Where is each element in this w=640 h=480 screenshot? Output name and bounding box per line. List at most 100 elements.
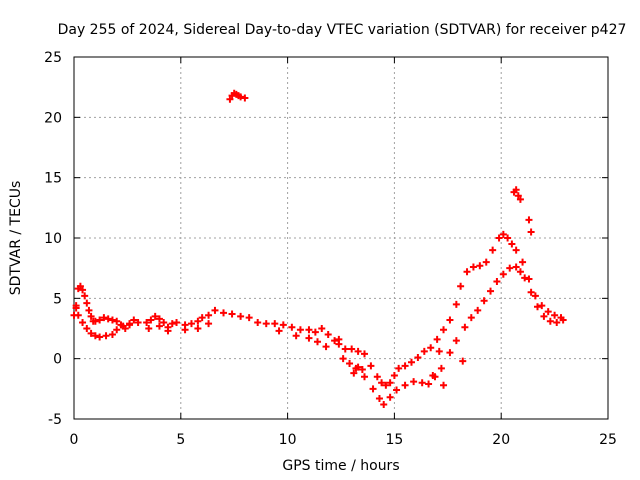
x-tick-label: 10 (279, 432, 297, 448)
data-markers (70, 89, 567, 409)
data-point (559, 316, 567, 324)
data-point (245, 314, 253, 322)
data-point (354, 363, 362, 371)
data-point (220, 309, 228, 317)
data-point (393, 386, 401, 394)
data-point (113, 317, 121, 325)
data-point (546, 317, 554, 325)
x-axis-label: GPS time / hours (282, 458, 399, 474)
data-point (155, 322, 163, 330)
x-tick-label: 0 (70, 432, 79, 448)
y-tick-label: 5 (53, 291, 62, 307)
data-point (102, 332, 110, 340)
data-point (495, 234, 503, 242)
data-point (96, 333, 104, 341)
data-point (407, 358, 415, 366)
data-point (474, 306, 482, 314)
data-point (205, 311, 213, 319)
data-point (262, 320, 270, 328)
data-point (151, 312, 159, 320)
data-point (487, 287, 495, 295)
y-tick-label: 10 (44, 231, 62, 247)
data-point (181, 326, 189, 334)
data-point (160, 318, 168, 326)
data-point (435, 347, 443, 355)
data-point (452, 300, 460, 308)
data-point (226, 95, 234, 103)
data-point (386, 379, 394, 387)
x-tick-label: 5 (176, 432, 185, 448)
data-point (551, 311, 559, 319)
data-point (401, 362, 409, 370)
data-point (527, 228, 535, 236)
data-point (83, 325, 91, 332)
data-point (540, 312, 548, 320)
data-point (79, 286, 87, 294)
data-point (452, 337, 460, 345)
data-point (130, 316, 138, 324)
y-tick-label: 0 (53, 352, 62, 368)
y-tick-label: 20 (44, 110, 62, 126)
data-point (446, 316, 454, 324)
data-point (367, 362, 375, 370)
y-tick-label: 25 (44, 50, 62, 66)
data-point (469, 263, 477, 271)
x-tick-label: 25 (599, 432, 617, 448)
data-point (76, 282, 84, 290)
data-point (508, 240, 516, 248)
data-point (499, 230, 507, 238)
data-point (360, 350, 368, 358)
data-point (228, 310, 236, 318)
data-point (544, 308, 552, 316)
data-point (414, 353, 422, 361)
data-point (119, 322, 127, 330)
data-point (516, 195, 524, 203)
data-point (108, 331, 116, 339)
data-point (83, 299, 91, 307)
data-point (519, 258, 527, 266)
x-tick-label: 20 (492, 432, 510, 448)
data-point (437, 364, 445, 372)
data-point (87, 329, 95, 337)
data-point (275, 327, 283, 335)
data-point (96, 316, 104, 324)
data-point (514, 192, 522, 200)
data-point (521, 274, 529, 282)
data-point (173, 318, 181, 326)
data-point (369, 385, 377, 393)
data-point (531, 292, 539, 300)
data-point (85, 306, 93, 314)
data-point (74, 311, 82, 319)
data-point (147, 316, 155, 324)
data-point (527, 288, 535, 296)
data-point (81, 292, 89, 300)
axis-ticks: 0 5 10 15 20 25 -5 0 5 10 15 20 25 (44, 50, 617, 448)
data-point (237, 312, 245, 320)
data-point (305, 334, 313, 342)
data-point (211, 306, 219, 314)
data-point (318, 325, 326, 332)
data-point (346, 359, 354, 367)
data-point (512, 263, 520, 271)
data-point (375, 394, 383, 402)
data-point (348, 345, 356, 353)
data-point (254, 318, 262, 326)
data-point (145, 325, 153, 332)
data-point (322, 343, 330, 351)
data-point (440, 326, 448, 334)
data-point (194, 325, 202, 332)
data-point (457, 282, 465, 290)
data-point (305, 326, 313, 334)
data-point (446, 349, 454, 357)
data-point (155, 315, 163, 323)
data-point (194, 317, 202, 325)
data-point (425, 380, 433, 388)
data-point (339, 355, 347, 363)
data-point (296, 326, 304, 334)
data-point (164, 327, 172, 335)
data-point (401, 381, 409, 389)
data-point (241, 94, 249, 102)
data-point (113, 326, 121, 334)
data-point (493, 277, 501, 285)
data-point (314, 338, 322, 346)
